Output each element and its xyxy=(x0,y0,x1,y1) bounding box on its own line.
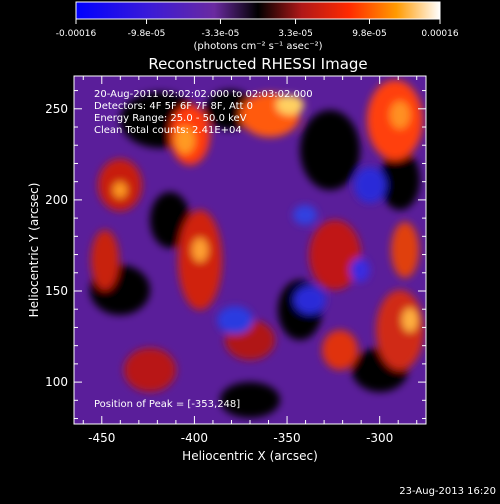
intensity-blob xyxy=(402,308,418,332)
colorbar: -0.00016 -9.8e-05 -3.3e-05 3.3e-05 9.8e-05 0.… xyxy=(56,1,459,52)
y-tick-label: 200 xyxy=(45,193,68,207)
x-axis-label: Heliocentric X (arcsec) xyxy=(182,449,318,463)
annotation-line: 20-Aug-2011 02:02:02.000 to 02:03:02.000 xyxy=(94,89,313,100)
colorbar-gradient xyxy=(76,2,440,19)
x-tick-label: -350 xyxy=(273,431,300,445)
colorbar-tick-label: 3.3e-05 xyxy=(278,29,313,39)
x-tick-label: -400 xyxy=(181,431,208,445)
intensity-blob xyxy=(175,126,195,154)
colorbar-tick-label: -9.8e-05 xyxy=(128,29,166,39)
colorbar-unit-label: (photons cm⁻² s⁻¹ asec⁻²) xyxy=(193,41,322,52)
colorbar-tick-label: -3.3e-05 xyxy=(202,29,240,39)
colorbar-tick-label: 9.8e-05 xyxy=(352,29,387,39)
annotation-line: Detectors: 4F 5F 6F 7F 8F, Att 0 xyxy=(94,101,253,112)
intensity-blob xyxy=(113,182,127,198)
intensity-blob xyxy=(276,95,304,115)
intensity-blob xyxy=(293,205,317,225)
x-tick-label: -300 xyxy=(366,431,393,445)
intensity-blob xyxy=(354,167,386,203)
annotation-block: 20-Aug-2011 02:02:02.000 to 02:03:02.000… xyxy=(94,89,313,136)
colorbar-tick-label: 0.00016 xyxy=(421,29,458,39)
y-axis-label: Heliocentric Y (arcsec) xyxy=(27,183,41,318)
heatmap-image xyxy=(74,76,426,424)
intensity-blob xyxy=(390,101,410,129)
chart-title: Reconstructed RHESSI Image xyxy=(148,55,367,73)
y-tick-label: 100 xyxy=(45,375,68,389)
axes: -450 -400 -350 -300 100 150 200 250 xyxy=(45,76,426,445)
annotation-line: Energy Range: 25.0 - 50.0 keV xyxy=(94,113,247,124)
intensity-blob xyxy=(192,238,208,262)
x-tick-label: -450 xyxy=(88,431,115,445)
intensity-blob xyxy=(376,290,424,370)
intensity-blob xyxy=(124,348,176,392)
intensity-blob xyxy=(220,382,280,418)
colorbar-tick-label: -0.00016 xyxy=(56,29,97,39)
intensity-blob xyxy=(322,330,358,370)
y-tick-label: 150 xyxy=(45,284,68,298)
intensity-blob xyxy=(150,192,190,248)
y-tick-label: 250 xyxy=(45,102,68,116)
intensity-blob xyxy=(380,150,420,210)
intensity-blob xyxy=(217,306,253,334)
intensity-blob xyxy=(391,222,419,278)
intensity-blob xyxy=(350,258,370,282)
peak-position-label: Position of Peak = [-353,248] xyxy=(94,399,240,410)
footer-timestamp: 23-Aug-2013 16:20 xyxy=(399,486,496,497)
intensity-blob xyxy=(294,286,326,314)
intensity-blob xyxy=(300,110,360,190)
intensity-blob xyxy=(91,230,119,290)
intensity-blob xyxy=(309,220,361,290)
annotation-line: Clean Total counts: 2.41E+04 xyxy=(94,125,242,136)
